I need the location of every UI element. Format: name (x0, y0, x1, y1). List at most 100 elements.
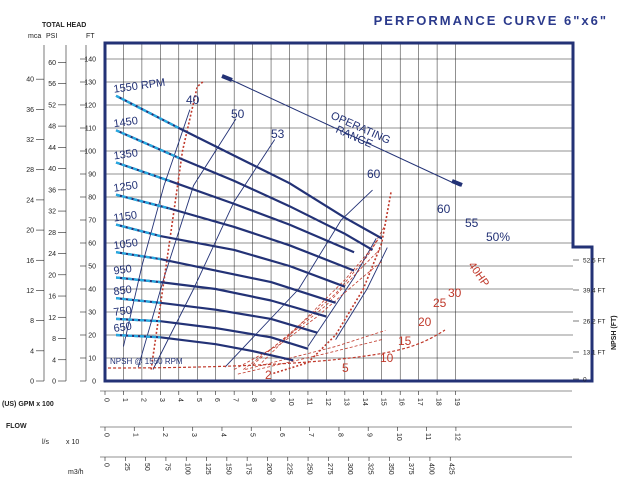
psi-tick-label: 40 (48, 166, 56, 173)
gpm-tick-label: 2 (139, 398, 146, 402)
psi-tick-label: 20 (48, 272, 56, 279)
gpm-tick-label: 8 (250, 398, 257, 402)
ft-tick-label: 80 (88, 195, 96, 202)
rpm-label: 950 (113, 263, 133, 277)
gpm-tick-label: 3 (158, 398, 165, 402)
gpm-tick-label: 10 (287, 398, 294, 406)
eff-label-60b: 60 (437, 202, 451, 216)
ft-tick-label: 50 (88, 264, 96, 271)
hp-label-20: 20 (418, 315, 432, 329)
ft-tick-label: 40 (88, 287, 96, 294)
m3h-tick-label: 200 (265, 463, 272, 475)
ft-tick-label: 60 (88, 241, 96, 248)
hp-line (252, 233, 383, 366)
rpm-curve-dashed-start (115, 251, 161, 261)
rpm-curve (116, 317, 309, 350)
m3h-tick-label: 25 (123, 463, 130, 471)
hp-label-2: 2 (265, 368, 272, 382)
ft-tick-label: 120 (84, 103, 96, 110)
ls-tick-label: 7 (307, 433, 314, 437)
psi-tick-label: 16 (48, 294, 56, 301)
frame-outline (103, 41, 594, 383)
gpm-tick-label: 4 (176, 398, 183, 402)
m3h-tick-label: 250 (306, 463, 313, 475)
gpm-tick-label: 15 (379, 398, 386, 406)
gpm-tick-label: 17 (416, 398, 423, 406)
eff-label-50: 50 (231, 107, 245, 121)
eff-label-60a: 60 (367, 167, 381, 181)
rpm-curve-dashed-start (116, 317, 161, 323)
rpm-label: 1350 (113, 147, 139, 162)
psi-tick-label: 8 (52, 336, 56, 343)
eff-label-40: 40 (186, 93, 200, 107)
m3h-tick-label: 225 (285, 463, 292, 475)
npsh-tick-label: 26.2 FT (583, 319, 605, 326)
psi-tick-label: 12 (48, 315, 56, 322)
ls-axis-label: l/s (42, 439, 50, 446)
ls-tick-label: 2 (161, 433, 168, 437)
hp-label-30: 30 (448, 286, 462, 300)
psi-tick-label: 44 (48, 145, 56, 152)
npsh-tick-label: 52.5 FT (583, 258, 605, 265)
psi-tick-label: 28 (48, 230, 56, 237)
rpm-curve (116, 333, 294, 362)
gpm-tick-label: 13 (342, 398, 349, 406)
hp-label-10: 10 (380, 351, 394, 365)
ls-tick-label: 1 (132, 433, 139, 437)
rpm-curve-dashed-start (115, 276, 161, 284)
efficiency-line (137, 118, 237, 368)
ft-tick-label: 130 (84, 80, 96, 87)
mca-tick-label: 20 (26, 228, 34, 235)
rpm-curve-dashed-start (115, 297, 161, 304)
gpm-tick-label: 19 (453, 398, 460, 406)
gpm-tick-label: 7 (232, 398, 239, 402)
psi-tick-label: 32 (48, 209, 56, 216)
hp-label-15: 15 (398, 334, 412, 348)
m3h-tick-label: 425 (448, 463, 455, 475)
hp-label-25: 25 (433, 296, 447, 310)
operating-envelope-right (270, 192, 392, 375)
rpm-label: 750 (113, 304, 133, 318)
m3h-tick-label: 125 (204, 463, 211, 475)
efficiency-curves (123, 109, 388, 370)
ft-tick-label: 70 (88, 218, 96, 225)
psi-tick-label: 56 (48, 81, 56, 88)
ls-tick-label: 10 (395, 433, 402, 441)
psi-label: PSI (46, 33, 57, 40)
rpm-curve (115, 276, 327, 318)
rpm-curve-dashed-start (115, 193, 170, 210)
mca-tick-label: 28 (26, 167, 34, 174)
axes: 0102030405060708090100110120130140048121… (26, 45, 605, 475)
total-head-label: TOTAL HEAD (42, 22, 86, 29)
ft-tick-label: 140 (84, 57, 96, 64)
ft-tick-label: 90 (88, 172, 96, 179)
operating-range-end-left (221, 74, 233, 82)
ls-tick-label: 6 (278, 433, 285, 437)
operating-range-end-right (451, 179, 463, 187)
rpm-label: 1050 (113, 237, 139, 252)
mca-label: mca (28, 33, 41, 40)
psi-tick-label: 52 (48, 102, 56, 109)
ls-tick-label: 5 (249, 433, 256, 437)
gpm-tick-label: 1 (121, 398, 128, 402)
npsh-axis-label: NPSH (FT) (611, 315, 618, 350)
ls-tick-label: 4 (219, 433, 226, 437)
gpm-axis-label: (US) GPM x 100 (2, 401, 54, 408)
eff-label-50pct: 50% (486, 230, 510, 244)
m3h-axis-label: m3/h (68, 469, 84, 476)
npsh-tick-label: 13.1 FT (583, 350, 605, 357)
ft-tick-label: 20 (88, 333, 96, 340)
ft-label: FT (86, 33, 95, 40)
ft-tick-label: 0 (92, 379, 96, 386)
mca-tick-label: 36 (26, 107, 34, 114)
npsh-tick-label: 0 (583, 377, 587, 384)
rpm-label: 1250 (113, 179, 139, 194)
eff-label-55: 55 (465, 216, 479, 230)
efficiency-line (224, 189, 373, 368)
hp-line (245, 330, 386, 370)
gpm-tick-label: 11 (305, 398, 312, 405)
grid (105, 43, 573, 381)
hp-line (237, 339, 382, 375)
gpm-tick-label: 14 (361, 398, 368, 406)
